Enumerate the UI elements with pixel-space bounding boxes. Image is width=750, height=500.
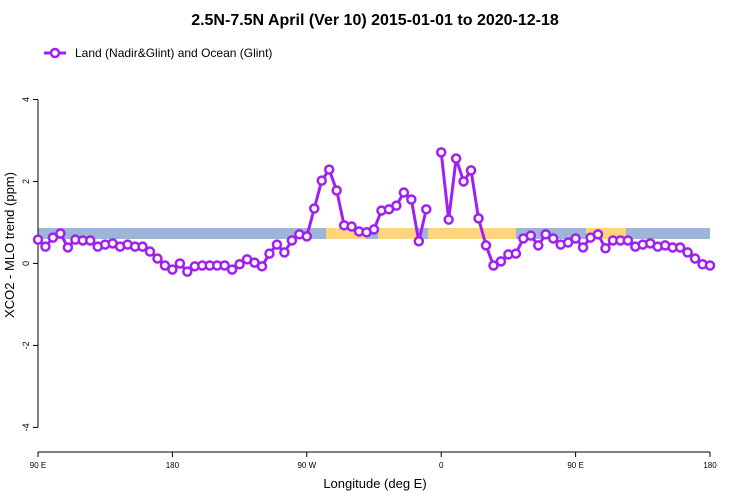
- data-point: [689, 253, 701, 264]
- y-tick-label: 0: [21, 261, 31, 266]
- data-point: [473, 213, 484, 224]
- data-point: [47, 232, 59, 243]
- x-tick-label: 90 E: [567, 461, 583, 470]
- data-point: [309, 203, 320, 214]
- data-point: [137, 241, 148, 252]
- data-point: [682, 247, 693, 258]
- data-point: [577, 242, 589, 253]
- data-point: [301, 231, 313, 242]
- data-point: [316, 175, 327, 186]
- data-point: [413, 236, 425, 247]
- data-point: [279, 247, 290, 258]
- data-point: [570, 233, 581, 244]
- data-point: [62, 242, 74, 253]
- data-point: [167, 264, 178, 275]
- data-point: [182, 266, 193, 277]
- chart-title: 2.5N-7.5N April (Ver 10) 2015-01-01 to 2…: [191, 12, 559, 29]
- data-point: [510, 248, 522, 259]
- data-point: [346, 221, 357, 232]
- data-point: [286, 235, 298, 246]
- data-point: [488, 260, 499, 271]
- data-point: [540, 229, 551, 240]
- data-point: [234, 259, 245, 270]
- data-point: [562, 237, 574, 248]
- x-tick-label: 180: [166, 461, 180, 470]
- y-tick-label: 2: [21, 179, 31, 184]
- data-point: [55, 228, 66, 239]
- x-axis-title: Longitude (deg E): [323, 476, 426, 491]
- land-strip: [428, 228, 516, 239]
- data-point: [465, 165, 477, 176]
- x-tick-label: 180: [703, 461, 717, 470]
- data-point: [525, 230, 537, 241]
- data-point: [480, 240, 492, 251]
- data-point: [144, 246, 156, 257]
- data-point: [495, 256, 507, 267]
- land-strip: [326, 228, 366, 239]
- x-tick-label: 0: [439, 461, 444, 470]
- data-point: [435, 147, 447, 158]
- data-point: [622, 235, 634, 246]
- data-point: [674, 242, 686, 253]
- data-point: [368, 224, 380, 235]
- data-point: [271, 239, 283, 250]
- y-tick-label: -2: [21, 341, 31, 349]
- data-point: [152, 253, 163, 264]
- legend: Land (Nadir&Glint) and Ocean (Glint): [44, 46, 272, 60]
- land-strip: [586, 228, 626, 239]
- data-point: [226, 264, 238, 275]
- data-point: [547, 233, 559, 244]
- data-point: [32, 234, 44, 245]
- legend-label: Land (Nadir&Glint) and Ocean (Glint): [75, 46, 272, 60]
- data-point: [331, 185, 342, 196]
- data-point: [533, 240, 544, 251]
- data-point: [421, 204, 432, 215]
- data-point: [85, 235, 96, 246]
- data-point: [159, 260, 171, 271]
- data-point: [256, 261, 268, 272]
- data-point: [323, 164, 335, 175]
- data-point: [174, 258, 186, 269]
- x-tick-label: 90 E: [30, 461, 46, 470]
- data-point: [704, 260, 716, 271]
- data-point: [264, 248, 275, 259]
- x-tick-label: 90 W: [297, 461, 316, 470]
- data-point: [219, 260, 230, 271]
- data-point: [406, 194, 417, 205]
- legend-marker: [49, 47, 61, 59]
- data-point: [458, 176, 469, 187]
- data-line: [36, 152, 711, 274]
- data-point: [600, 243, 611, 254]
- y-tick-label: 4: [21, 97, 31, 102]
- data-point: [443, 214, 454, 225]
- data-point: [391, 200, 402, 211]
- data-point: [40, 241, 51, 252]
- y-axis-title: XCO2 - MLO trend (ppm): [2, 172, 17, 318]
- data-point: [398, 187, 410, 198]
- data-point: [450, 153, 462, 164]
- y-tick-label: -4: [21, 423, 31, 431]
- land-strip: [378, 228, 418, 239]
- data-point: [592, 229, 604, 240]
